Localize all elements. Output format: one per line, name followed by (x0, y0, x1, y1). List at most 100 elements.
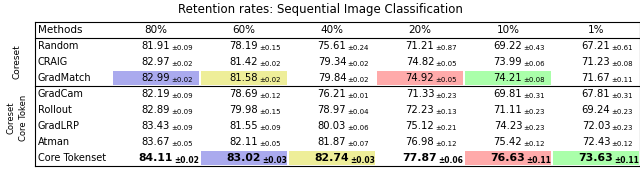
Text: ±0.08: ±0.08 (611, 62, 633, 67)
Text: ±0.05: ±0.05 (435, 77, 457, 83)
Text: 71.67: 71.67 (582, 73, 611, 83)
Text: 81.55: 81.55 (230, 121, 259, 131)
Text: ±0.02: ±0.02 (348, 62, 369, 67)
Text: 74.21: 74.21 (493, 73, 522, 83)
Text: 82.19: 82.19 (141, 89, 170, 99)
Text: 69.81: 69.81 (493, 89, 522, 99)
Text: 71.23: 71.23 (582, 57, 611, 67)
Text: 77.87: 77.87 (403, 153, 437, 163)
Text: ±0.11: ±0.11 (614, 156, 639, 165)
Text: 80.03: 80.03 (318, 121, 346, 131)
Text: ±0.31: ±0.31 (611, 93, 633, 100)
Text: ±0.09: ±0.09 (172, 109, 193, 116)
Text: ±0.03: ±0.03 (262, 156, 287, 165)
Text: Coreset: Coreset (13, 45, 22, 79)
Text: 80%: 80% (145, 25, 168, 35)
Text: 20%: 20% (408, 25, 431, 35)
Text: CRAIG: CRAIG (38, 57, 68, 67)
Bar (553, 151, 639, 165)
Text: ±0.15: ±0.15 (259, 109, 281, 116)
Text: ±0.87: ±0.87 (435, 46, 457, 51)
Bar (201, 151, 287, 165)
Text: ±0.13: ±0.13 (435, 109, 457, 116)
Text: 75.12: 75.12 (406, 121, 435, 131)
Text: ±0.11: ±0.11 (526, 156, 551, 165)
Text: ±0.23: ±0.23 (524, 109, 545, 116)
Text: ±0.12: ±0.12 (259, 93, 281, 100)
Text: Methods: Methods (38, 25, 83, 35)
Text: ±0.09: ±0.09 (172, 93, 193, 100)
Text: ±0.02: ±0.02 (348, 77, 369, 83)
Text: ±0.12: ±0.12 (524, 142, 545, 148)
Text: Random: Random (38, 41, 78, 51)
Text: 82.11: 82.11 (230, 137, 259, 147)
Text: ±0.04: ±0.04 (348, 109, 369, 116)
Text: ±0.07: ±0.07 (348, 142, 369, 148)
Text: ±0.09: ±0.09 (259, 125, 281, 132)
Text: ±0.15: ±0.15 (259, 46, 281, 51)
Text: 76.63: 76.63 (491, 153, 525, 163)
Text: 81.42: 81.42 (230, 57, 259, 67)
Text: ±0.23: ±0.23 (611, 109, 633, 116)
Text: ±0.05: ±0.05 (172, 142, 193, 148)
Text: 60%: 60% (232, 25, 255, 35)
Text: 1%: 1% (588, 25, 604, 35)
Text: ±0.02: ±0.02 (174, 156, 199, 165)
Text: ±0.12: ±0.12 (435, 142, 457, 148)
Text: 69.22: 69.22 (493, 41, 522, 51)
Text: Core Token: Core Token (19, 95, 28, 141)
Text: 79.84: 79.84 (317, 73, 346, 83)
Text: ±0.06: ±0.06 (347, 125, 369, 132)
Text: ±0.09: ±0.09 (172, 46, 193, 51)
Text: ±0.11: ±0.11 (611, 77, 633, 83)
Text: 78.19: 78.19 (230, 41, 259, 51)
Text: 75.61: 75.61 (317, 41, 346, 51)
Text: GradLRP: GradLRP (38, 121, 80, 131)
Text: ±0.02: ±0.02 (259, 77, 281, 83)
Text: ±0.31: ±0.31 (524, 93, 545, 100)
Text: 81.58: 81.58 (230, 73, 259, 83)
Text: 81.91: 81.91 (141, 41, 170, 51)
Text: 40%: 40% (321, 25, 344, 35)
Text: ±0.06: ±0.06 (524, 62, 545, 67)
Text: ±0.05: ±0.05 (259, 142, 281, 148)
Text: 78.97: 78.97 (317, 105, 346, 115)
Bar (377, 71, 463, 85)
Text: ±0.12: ±0.12 (611, 142, 633, 148)
Text: 73.63: 73.63 (579, 153, 613, 163)
Text: 83.67: 83.67 (141, 137, 170, 147)
Text: 79.34: 79.34 (317, 57, 346, 67)
Bar (465, 151, 551, 165)
Text: 82.74: 82.74 (315, 153, 349, 163)
Text: 67.21: 67.21 (582, 41, 611, 51)
Text: ±0.06: ±0.06 (438, 156, 463, 165)
Text: 76.21: 76.21 (317, 89, 346, 99)
Text: 75.42: 75.42 (493, 137, 522, 147)
Text: GradCam: GradCam (38, 89, 84, 99)
Text: ±0.03: ±0.03 (350, 156, 375, 165)
Text: 72.43: 72.43 (582, 137, 611, 147)
Text: 72.03: 72.03 (582, 121, 611, 131)
Text: 76.98: 76.98 (406, 137, 435, 147)
Text: 82.89: 82.89 (141, 105, 170, 115)
Text: ±0.02: ±0.02 (172, 62, 193, 67)
Text: 74.23: 74.23 (493, 121, 522, 131)
Text: ±0.09: ±0.09 (171, 125, 193, 132)
Text: 83.02: 83.02 (227, 153, 261, 163)
Text: ±0.43: ±0.43 (524, 46, 545, 51)
Text: 82.97: 82.97 (141, 57, 170, 67)
Text: ±0.23: ±0.23 (611, 125, 633, 132)
Bar (113, 71, 199, 85)
Text: 73.99: 73.99 (493, 57, 522, 67)
Text: 71.33: 71.33 (406, 89, 435, 99)
Text: 69.24: 69.24 (582, 105, 611, 115)
Text: 10%: 10% (497, 25, 520, 35)
Text: 67.81: 67.81 (582, 89, 611, 99)
Text: ±0.08: ±0.08 (524, 77, 545, 83)
Text: 71.21: 71.21 (406, 41, 435, 51)
Text: ±0.02: ±0.02 (172, 77, 193, 83)
Text: 72.23: 72.23 (406, 105, 435, 115)
Text: Retention rates: Sequential Image Classification: Retention rates: Sequential Image Classi… (177, 2, 463, 15)
Text: ±0.61: ±0.61 (611, 46, 633, 51)
Text: 78.69: 78.69 (230, 89, 259, 99)
